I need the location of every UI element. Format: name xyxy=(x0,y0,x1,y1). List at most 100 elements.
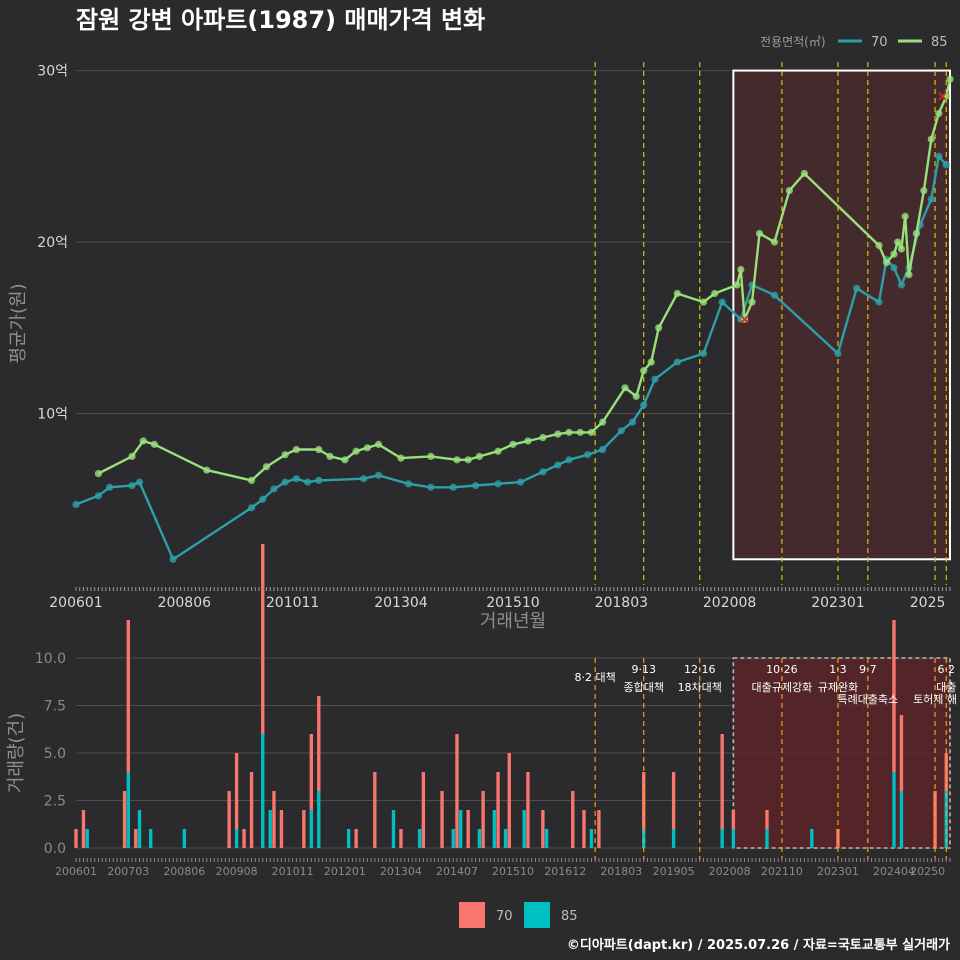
policy-label-desc: 종합대책 xyxy=(623,681,663,694)
volume-bar-70 xyxy=(279,810,284,848)
price-point-70 xyxy=(853,284,861,292)
volume-bar-70 xyxy=(526,772,530,848)
price-point-85 xyxy=(150,440,159,448)
price-point-85 xyxy=(894,238,902,246)
volume-bar-85 xyxy=(544,829,549,848)
price-point-70 xyxy=(494,480,502,488)
volume-bar-70 xyxy=(234,753,239,829)
price-point-70 xyxy=(292,475,300,483)
price-point-85 xyxy=(397,454,405,462)
policy-label-desc: 18차대책 xyxy=(678,681,722,694)
price-point-70 xyxy=(935,152,943,160)
volume-bar-70 xyxy=(731,810,736,829)
price-point-85 xyxy=(539,433,547,442)
price-x-tick-label: 201011 xyxy=(266,595,319,611)
price-point-85 xyxy=(699,298,708,306)
price-point-85 xyxy=(621,384,629,392)
volume-y-axis-title: 거래량(건) xyxy=(6,713,27,793)
price-point-70 xyxy=(942,161,950,169)
policy-label-title: 6·2 xyxy=(938,663,956,676)
price-point-85 xyxy=(655,324,663,332)
volume-bar-70 xyxy=(481,791,485,848)
volume-bar-70 xyxy=(317,696,321,791)
price-point-70 xyxy=(897,281,906,289)
price-point-85 xyxy=(875,241,883,250)
price-point-70 xyxy=(427,483,435,491)
volume-x-tick-label: 202110 xyxy=(761,865,803,878)
price-point-70 xyxy=(628,418,637,426)
price-point-85 xyxy=(942,92,950,100)
price-point-70 xyxy=(94,492,103,500)
price-point-70 xyxy=(374,471,383,479)
price-point-85 xyxy=(800,169,808,178)
policy-label-title: 12·16 xyxy=(684,663,716,676)
policy-label-title: 9·7 xyxy=(859,663,877,676)
price-point-85 xyxy=(128,452,136,460)
price-point-85 xyxy=(785,187,793,195)
source-caption: ©디아파트(dapt.kr) / 2025.07.26 / 자료=국토교통부 실… xyxy=(567,937,950,953)
policy-label-title: 8·2 대책 xyxy=(575,671,616,684)
volume-bar-70 xyxy=(74,829,78,848)
volume-x-tick-label: 201201 xyxy=(324,865,366,878)
volume-bar-70 xyxy=(455,734,459,848)
volume-bar-85 xyxy=(268,810,272,848)
price-panel: 10억 20억 30억 200601 200806 201011 201304 201510 2… xyxy=(8,62,954,632)
volume-bar-70 xyxy=(507,753,511,848)
price-point-85 xyxy=(882,259,891,267)
volume-bar-70 xyxy=(765,810,769,829)
price-x-tick-label: 2025 xyxy=(910,595,946,611)
volume-bar-85 xyxy=(309,810,313,848)
volume-panel: 0.0 2.5 5.0 7.5 10.0 8·2 대책 9·13 종합대책 12·16 18차대책… xyxy=(6,544,957,878)
price-point-70 xyxy=(259,495,267,503)
price-point-85 xyxy=(748,298,756,306)
volume-bar-70 xyxy=(272,791,276,848)
volume-bar-85 xyxy=(899,791,904,848)
price-point-85 xyxy=(315,445,323,454)
price-point-70 xyxy=(673,358,681,366)
volume-bar-70 xyxy=(126,620,130,772)
price-point-70 xyxy=(169,555,177,563)
volume-x-tick-label: 201407 xyxy=(436,865,478,878)
volume-bar-85 xyxy=(261,734,265,848)
volume-bar-70 xyxy=(421,772,426,848)
price-x-tick-label: 200601 xyxy=(49,595,102,611)
volume-bar-70 xyxy=(496,772,500,848)
volume-bar-70 xyxy=(541,810,545,848)
volume-bar-85 xyxy=(417,829,422,848)
volume-bar-70 xyxy=(440,791,444,848)
price-point-70 xyxy=(270,485,278,493)
volume-bar-85 xyxy=(182,829,186,848)
price-highlight-box xyxy=(732,69,951,561)
policy-label-title: 9·13 xyxy=(631,663,656,676)
price-x-tick-label: 200806 xyxy=(158,595,212,611)
policy-label-desc: 규제완화 xyxy=(818,681,858,694)
price-legend-label-70: 70 xyxy=(871,35,888,50)
price-point-85 xyxy=(363,444,371,452)
price-point-85 xyxy=(587,428,596,436)
volume-bar-85 xyxy=(720,829,724,848)
price-point-70 xyxy=(890,264,898,272)
price-point-85 xyxy=(203,466,211,474)
price-point-70 xyxy=(599,445,607,454)
volume-bar-70 xyxy=(944,753,948,791)
price-point-85 xyxy=(341,456,349,464)
volume-bar-70 xyxy=(354,829,358,848)
price-point-85 xyxy=(453,456,461,464)
price-point-70 xyxy=(135,478,144,486)
price-point-70 xyxy=(584,451,592,459)
price-point-85 xyxy=(565,428,573,436)
volume-x-tick-label: 202008 xyxy=(709,865,751,878)
volume-x-tick-label: 201905 xyxy=(653,865,695,878)
volume-bar-70 xyxy=(249,772,254,848)
volume-bar-70 xyxy=(466,810,470,848)
volume-x-tick-label: 200601 xyxy=(55,865,97,878)
policy-label-desc: 대출 xyxy=(936,681,956,694)
policy-label-title: 1·3 xyxy=(829,663,847,676)
price-point-85 xyxy=(647,358,655,366)
volume-bar-70 xyxy=(399,829,403,848)
price-point-85 xyxy=(262,463,271,471)
volume-bar-85 xyxy=(810,829,814,848)
price-legend-title: 전용면적(㎡) xyxy=(760,35,826,49)
price-point-70 xyxy=(651,375,659,383)
